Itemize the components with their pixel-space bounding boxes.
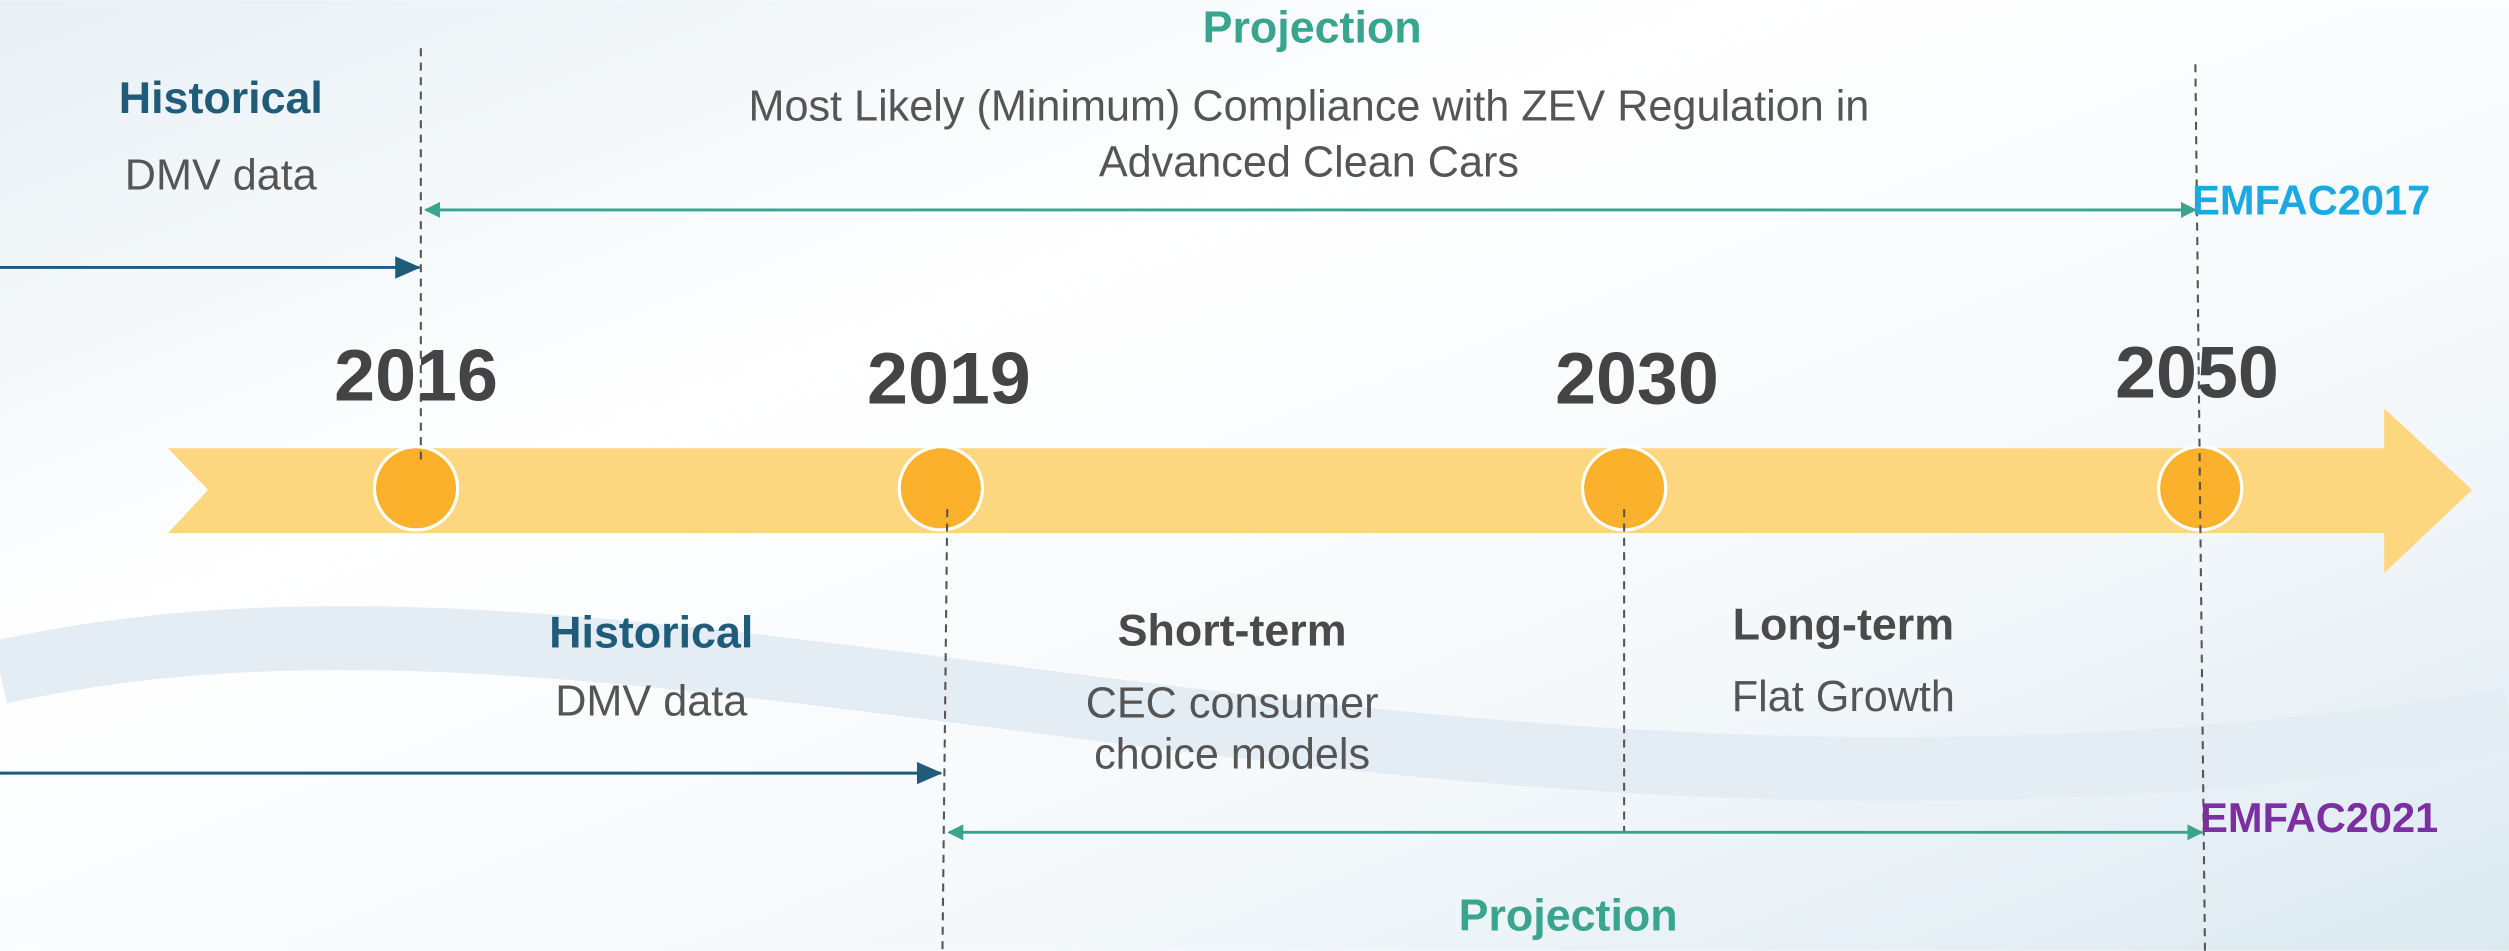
text: Advanced Clean Cars: [1099, 138, 1519, 186]
milestone: [897, 445, 985, 532]
model-label: EMFAC2021: [2200, 794, 2438, 841]
label: Projection: [1459, 891, 1678, 941]
text: Most Likely (Minimum) Compliance with ZE…: [748, 82, 1869, 130]
milestone: [1580, 445, 1668, 532]
divider: [2194, 64, 2207, 951]
label: Historical: [549, 607, 753, 657]
model-label: EMFAC2017: [2192, 176, 2430, 223]
label: Historical: [119, 73, 323, 123]
year: 2016: [334, 334, 498, 417]
year: 2019: [867, 337, 1031, 420]
text: choice models: [1094, 731, 1370, 779]
divider: [941, 509, 949, 951]
text: DMV data: [125, 151, 318, 199]
text: CEC consumer: [1086, 679, 1379, 727]
timeline-band: [168, 408, 2473, 574]
background-swoosh: [0, 606, 2509, 802]
label: Projection: [1203, 2, 1422, 52]
year: 2030: [1555, 337, 1719, 420]
label: Long-term: [1733, 599, 1954, 649]
text: Flat Growth: [1732, 673, 1955, 721]
text: DMV data: [555, 678, 748, 726]
label: Short-term: [1118, 606, 1347, 656]
milestone: [372, 445, 460, 532]
year: 2050: [2115, 330, 2279, 413]
